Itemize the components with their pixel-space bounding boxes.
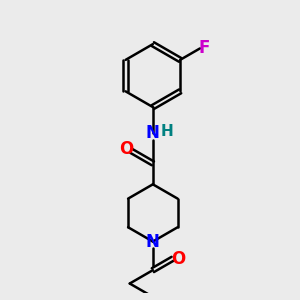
Text: O: O (119, 140, 134, 158)
Text: N: N (146, 232, 160, 250)
Text: N: N (146, 124, 160, 142)
Text: F: F (198, 39, 209, 57)
Text: O: O (171, 250, 185, 268)
Text: H: H (161, 124, 173, 140)
